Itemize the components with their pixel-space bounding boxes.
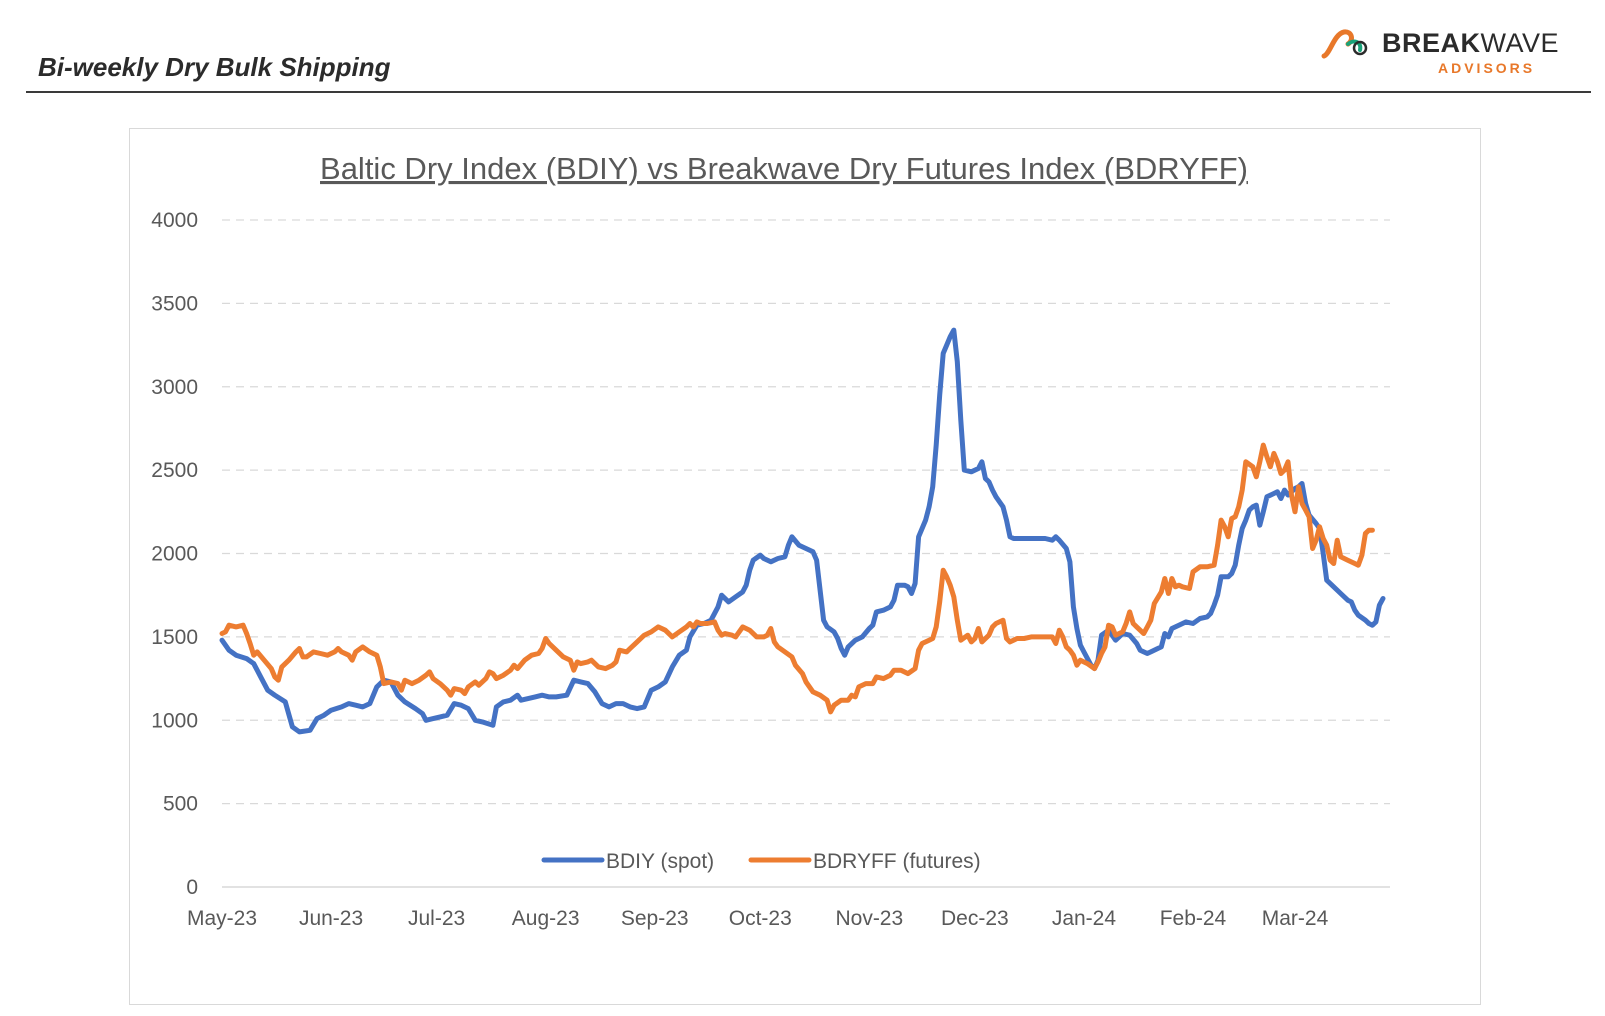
legend-label: BDIY (spot) [606, 850, 714, 873]
x-tick-label: May-23 [187, 907, 257, 930]
breakwave-logo: BREAKWAVE ADVISORS [1320, 26, 1590, 78]
logo-word-bold: BREAK [1382, 28, 1481, 58]
y-tick-label: 500 [163, 793, 198, 816]
x-tick-label: Jul-23 [408, 907, 465, 930]
x-tick-label: Sep-23 [621, 907, 689, 930]
header-divider [26, 91, 1591, 93]
series-line-bdiy [219, 327, 1386, 735]
y-tick-label: 2500 [151, 459, 198, 482]
series-line-bdryff [219, 442, 1375, 715]
x-tick-label: Aug-23 [512, 907, 580, 930]
y-tick-label: 4000 [151, 209, 198, 232]
logo-subtitle: ADVISORS [1438, 60, 1536, 76]
y-tick-label: 3000 [151, 376, 198, 399]
legend-label: BDRYFF (futures) [813, 850, 981, 873]
x-tick-label: Oct-23 [729, 907, 792, 930]
x-tick-label: Jan-24 [1052, 907, 1117, 930]
y-tick-label: 0 [186, 876, 198, 899]
line-chart: Baltic Dry Index (BDIY) vs Breakwave Dry… [151, 151, 1390, 930]
x-tick-label: Jun-23 [299, 907, 363, 930]
x-tick-label: Mar-24 [1262, 907, 1329, 930]
y-tick-label: 2000 [151, 543, 198, 566]
logo-wordmark: BREAKWAVE [1382, 28, 1559, 59]
logo-word-light: WAVE [1480, 28, 1560, 58]
chart-frame: Baltic Dry Index (BDIY) vs Breakwave Dry… [129, 128, 1481, 1005]
y-tick-label: 1000 [151, 709, 198, 732]
x-tick-label: Nov-23 [835, 907, 903, 930]
chart-title: Baltic Dry Index (BDIY) vs Breakwave Dry… [320, 151, 1248, 186]
x-tick-label: Feb-24 [1160, 907, 1227, 930]
wave-logo-icon [1321, 29, 1368, 59]
y-tick-label: 3500 [151, 292, 198, 315]
x-tick-label: Dec-23 [941, 907, 1009, 930]
y-tick-label: 1500 [151, 626, 198, 649]
report-title: Bi-weekly Dry Bulk Shipping [38, 52, 391, 82]
